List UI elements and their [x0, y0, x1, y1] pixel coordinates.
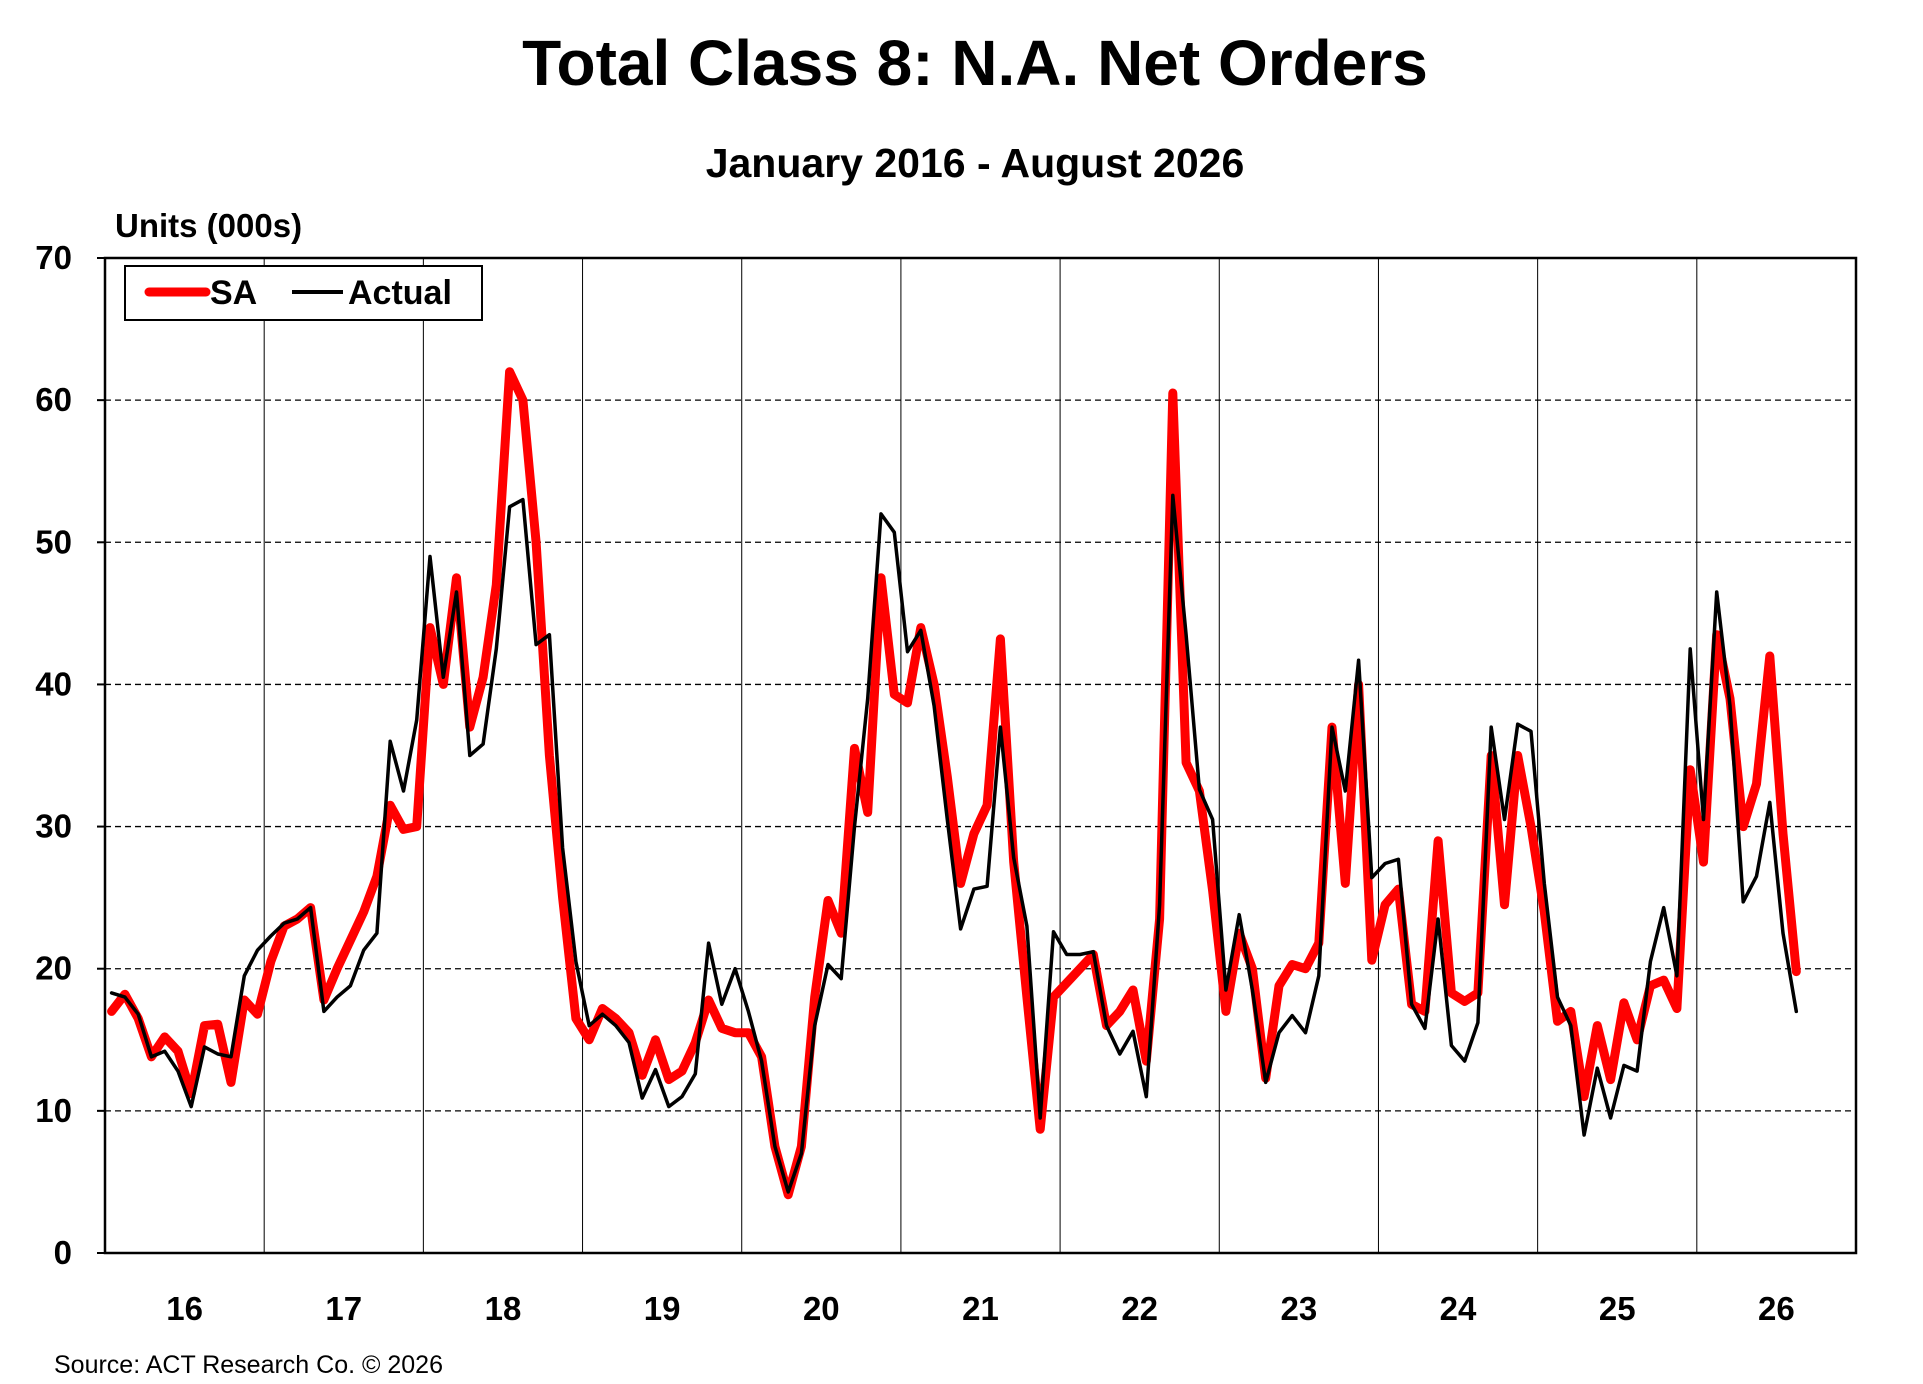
chart-subtitle: January 2016 - August 2026: [706, 140, 1245, 186]
x-tick-label: 26: [1758, 1290, 1795, 1327]
y-tick-label: 40: [35, 665, 72, 702]
gridlines: [105, 258, 1856, 1253]
x-tick-label: 18: [485, 1290, 522, 1327]
x-tick-label: 19: [644, 1290, 681, 1327]
plot-area-border: [103, 256, 1858, 1255]
x-tick-label: 22: [1121, 1290, 1158, 1327]
series-line-actual: [109, 493, 1799, 1194]
y-tick-label: 70: [35, 239, 72, 276]
y-tick-label: 60: [35, 381, 72, 418]
series-line-sa: [107, 367, 1801, 1200]
y-tick-label: 30: [35, 808, 72, 845]
x-tick-label: 17: [325, 1290, 362, 1327]
legend: SA Actual: [124, 265, 483, 321]
source-note: Source: ACT Research Co. © 2026: [54, 1351, 443, 1379]
legend-sa-label: SA: [210, 274, 257, 312]
x-tick-label: 20: [803, 1290, 840, 1327]
y-tick-label: 0: [54, 1234, 72, 1271]
series-lines: [107, 367, 1801, 1200]
legend-actual-label: Actual: [348, 274, 452, 312]
x-tick-label: 21: [962, 1290, 999, 1327]
x-tick-label: 16: [166, 1290, 203, 1327]
y-tick-labels: 0 10 20 30 40 50 60 70: [35, 239, 105, 1271]
chart-title: Total Class 8: N.A. Net Orders: [522, 27, 1428, 99]
y-tick-label: 50: [35, 523, 72, 560]
y-tick-label: 10: [35, 1092, 72, 1129]
x-tick-label: 24: [1440, 1290, 1477, 1327]
y-tick-label: 20: [35, 950, 72, 987]
x-tick-labels: 16 17 18 19 20 21 22 23 24 25 26: [166, 1290, 1795, 1327]
x-tick-label: 23: [1281, 1290, 1318, 1327]
y-axis-label: Units (000s): [115, 207, 302, 244]
x-tick-label: 25: [1599, 1290, 1636, 1327]
